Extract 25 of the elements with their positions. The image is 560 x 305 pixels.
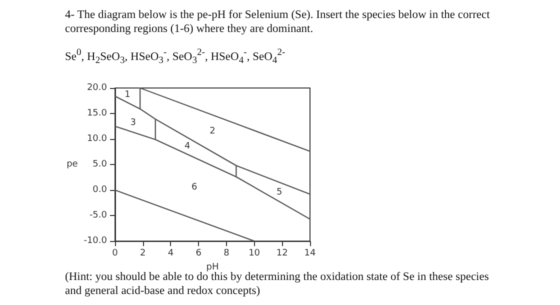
x-tick-label: 6: [196, 248, 202, 259]
y-tick-label: 5.0: [92, 160, 108, 170]
annotation: 2: [210, 126, 216, 136]
x-tick-label: 0: [112, 248, 118, 259]
x-tick-label: 4: [168, 248, 174, 259]
y-tick-label: -10.0: [84, 236, 108, 246]
y-tick-label: 10.0: [86, 134, 108, 144]
x-tick-label: 14: [304, 248, 316, 259]
annotation: 4: [184, 142, 190, 152]
x-tick-label: 10: [248, 248, 260, 259]
annotation: 3: [130, 118, 136, 128]
chart-title: 4- The diagram below is the pe-pH for Selenium (Se). Insert the species below in the correct corresponding regions (1-6) where they are dominant.: [65, 8, 491, 36]
annotation: 6: [192, 182, 198, 193]
x-tick-label: 12: [276, 248, 288, 259]
x-tick-label: 2: [140, 248, 146, 259]
y-tick-label: 20.0: [86, 83, 108, 93]
text: (Hint: you should be able to do this by determining the oxidation state of Se in these species and general acid-base and redox concepts): [65, 271, 490, 298]
y-axis-title: pe: [66, 160, 78, 170]
y-tick-label: -5.0: [89, 210, 108, 221]
y-tick-label: 0.0: [92, 185, 108, 196]
y-tick-label: 15.0: [86, 108, 108, 119]
annotation: 5: [276, 188, 282, 198]
x-tick-label: 8: [224, 248, 230, 259]
annotation: 1: [124, 90, 130, 100]
x-axis-title: pH: [206, 262, 219, 272]
